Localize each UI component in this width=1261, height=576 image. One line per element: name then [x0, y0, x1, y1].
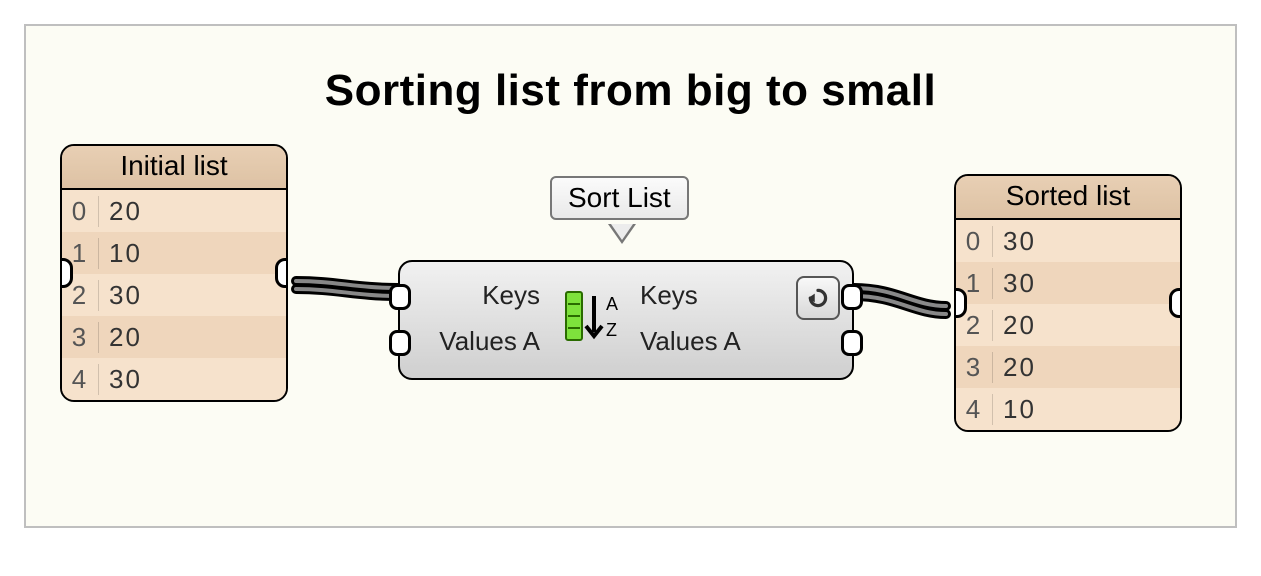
- sorted-list-header: Sorted list: [956, 176, 1180, 220]
- svg-text:Z: Z: [606, 320, 617, 340]
- row-index: 4: [956, 394, 993, 425]
- initial-panel-input-grip[interactable]: [60, 258, 73, 288]
- row-value: 20: [993, 352, 1036, 383]
- initial-list-body: 020110230320430: [62, 190, 286, 400]
- row-index: 0: [62, 196, 99, 227]
- output-keys-label: Keys: [640, 280, 698, 311]
- row-index: 0: [956, 226, 993, 257]
- sort-node-label-arrow: [608, 224, 636, 244]
- sort-input-keys-port[interactable]: [389, 284, 411, 310]
- table-row: 320: [956, 346, 1180, 388]
- sort-az-icon: A Z: [564, 288, 628, 348]
- sort-output-values-port[interactable]: [841, 330, 863, 356]
- sort-output-keys-port[interactable]: [841, 284, 863, 310]
- row-value: 30: [99, 364, 142, 395]
- row-value: 10: [99, 238, 142, 269]
- table-row: 410: [956, 388, 1180, 430]
- row-value: 20: [99, 322, 142, 353]
- row-index: 3: [956, 352, 993, 383]
- sorted-list-body: 030130220320410: [956, 220, 1180, 430]
- table-row: 230: [62, 274, 286, 316]
- initial-list-header: Initial list: [62, 146, 286, 190]
- row-value: 20: [993, 310, 1036, 341]
- output-values-label: Values A: [640, 326, 741, 357]
- sort-list-node[interactable]: Keys Values A Keys Values A A Z: [398, 260, 854, 380]
- table-row: 130: [956, 262, 1180, 304]
- table-row: 220: [956, 304, 1180, 346]
- input-values-label: Values A: [418, 326, 540, 357]
- sorted-list-panel[interactable]: Sorted list 030130220320410: [954, 174, 1182, 432]
- row-index: 3: [62, 322, 99, 353]
- undo-icon: [805, 285, 831, 311]
- sorted-panel-input-grip[interactable]: [954, 288, 967, 318]
- table-row: 110: [62, 232, 286, 274]
- initial-list-panel[interactable]: Initial list 020110230320430: [60, 144, 288, 402]
- sort-node-label: Sort List: [550, 176, 689, 220]
- table-row: 030: [956, 220, 1180, 262]
- table-row: 020: [62, 190, 286, 232]
- row-value: 30: [993, 226, 1036, 257]
- initial-panel-output-grip[interactable]: [275, 258, 288, 288]
- input-keys-label: Keys: [460, 280, 540, 311]
- row-value: 30: [99, 280, 142, 311]
- table-row: 320: [62, 316, 286, 358]
- diagram-title: Sorting list from big to small: [26, 66, 1235, 116]
- sorted-panel-output-grip[interactable]: [1169, 288, 1182, 318]
- sort-input-values-port[interactable]: [389, 330, 411, 356]
- row-value: 10: [993, 394, 1036, 425]
- row-value: 30: [993, 268, 1036, 299]
- row-value: 20: [99, 196, 142, 227]
- table-row: 430: [62, 358, 286, 400]
- svg-text:A: A: [606, 294, 618, 314]
- reverse-button[interactable]: [796, 276, 840, 320]
- row-index: 4: [62, 364, 99, 395]
- diagram-canvas: Sorting list from big to small Initial l…: [24, 24, 1237, 528]
